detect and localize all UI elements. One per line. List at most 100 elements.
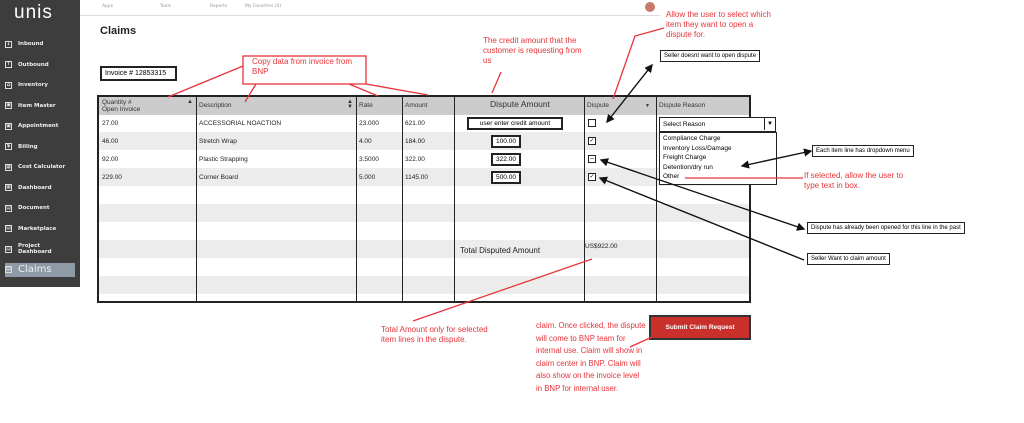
sidebar-item-label: Item Master (18, 102, 56, 109)
sidebar-item-outbound[interactable]: ↑ Outbound (5, 58, 75, 72)
sidebar-item-label: Claims (18, 264, 52, 275)
reports-menu[interactable]: Reports (210, 4, 228, 9)
note-dropdown: Each item line has dropdown menu (812, 145, 914, 157)
inbound-icon: ↓ (5, 40, 12, 48)
rate-cell: 3.5000 (359, 156, 379, 163)
sidebar-item-billing[interactable]: $ Billing (5, 140, 75, 154)
document-icon: ▤ (5, 204, 12, 212)
select-value: Select Reason (663, 121, 706, 128)
qty-cell: 27.00 (102, 120, 119, 127)
option[interactable]: Freight Charge (663, 154, 707, 161)
apps-menu[interactable]: Apps (102, 4, 114, 9)
dispute-checkbox[interactable] (588, 119, 596, 127)
top-bar: Apps Tools Reports My Favorites (0) (80, 0, 660, 16)
header-dispute-amount: Dispute Amount (489, 99, 550, 109)
dashboard-icon: ▦ (5, 184, 12, 191)
rate-cell: 5.000 (359, 174, 376, 181)
favorites-menu[interactable]: My Favorites (0) (245, 4, 282, 9)
sidebar-item-claims[interactable]: ▤ Claims (5, 262, 75, 277)
description-cell: Plastic Strapping (199, 156, 248, 163)
dispute-checkbox[interactable]: ✓ (588, 137, 596, 145)
document-icon: ▤ (5, 225, 12, 232)
document-icon: ▤ (5, 245, 12, 253)
sidebar-item-label: Marketplace (18, 225, 57, 232)
amount-cell: 621.00 (405, 120, 425, 127)
header-rate[interactable]: Rate (359, 102, 373, 109)
tools-menu[interactable]: Tools (160, 4, 172, 9)
sidebar-item-item-master[interactable]: ▣ Item Master (5, 99, 75, 113)
annotation-other: If selected, allow the user to type text… (804, 171, 904, 190)
qty-cell: 92.00 (102, 156, 119, 163)
sidebar-item-label: Appointment (18, 123, 59, 129)
sidebar-item-label: Cost Calculator (18, 164, 66, 170)
dispute-checkbox: − (588, 155, 596, 163)
annotation-allow: Allow the user to select which item they… (666, 10, 771, 39)
note-opened: Dispute has already been opened for this… (807, 222, 965, 234)
sidebar-item-label: Billing (18, 143, 38, 150)
sidebar-item-inventory[interactable]: ⌂ Inventory (5, 78, 75, 92)
reason-select[interactable]: Select Reason ▼ (659, 117, 776, 132)
submit-claim-button[interactable]: Submit Claim Request (649, 315, 751, 340)
sidebar-item-label: Dashboard (18, 184, 52, 191)
sidebar-item-cost-calculator[interactable]: ▦ Cost Calculator (5, 160, 75, 174)
sidebar-item-label: Outbound (18, 61, 49, 68)
annotation-submit: claim. Once clicked, the dispute will co… (536, 321, 646, 393)
sidebar-item-label: Project Dashboard (17, 243, 52, 255)
sidebar-item-label: Inventory (18, 82, 48, 88)
total-label: Total Disputed Amount (460, 246, 541, 255)
chevron-down-icon[interactable]: ▼ (764, 118, 775, 130)
amount-cell: 322.00 (405, 156, 425, 163)
description-cell: ACCESSORIAL NOACTION (199, 120, 282, 127)
header-quantity[interactable]: Quantity # Open Invoice (102, 99, 141, 113)
annotation-credit: The credit amount that the customer is r… (483, 36, 582, 65)
logo: unis (14, 2, 53, 23)
dispute-amount-input[interactable]: 500.00 (491, 171, 521, 184)
header-amount[interactable]: Amount (405, 102, 428, 109)
sidebar-item-marketplace[interactable]: ▤ Marketplace (5, 222, 75, 236)
qty-cell: 46.00 (102, 138, 119, 145)
avatar[interactable] (645, 2, 655, 12)
annotation-copy: Copy data from invoice from BNP (252, 57, 353, 76)
sidebar-item-project-dashboard[interactable]: ▤ Project Dashboard (5, 242, 75, 256)
invoice-number: Invoice # 12853315 (100, 66, 177, 81)
outbound-icon: ↑ (5, 61, 12, 68)
rate-cell: 23.000 (359, 120, 379, 127)
dispute-amount-input[interactable]: user enter credit amount (467, 117, 563, 130)
inventory-icon: ⌂ (5, 81, 12, 89)
dollar-icon: $ (5, 143, 12, 150)
dispute-amount-input[interactable]: 100.00 (491, 135, 521, 148)
sidebar-item-appointment[interactable]: ▣ Appointment (5, 119, 75, 133)
note-claim: Seller Want to claim amount (807, 253, 890, 265)
description-cell: Corner Board (199, 174, 239, 181)
dispute-checkbox[interactable]: ✓ (588, 173, 596, 181)
option[interactable]: Compliance Charge (663, 135, 721, 142)
note-no-dispute: Seller doesnt want to open dispute (660, 50, 761, 62)
sidebar-item-label: Inbound (18, 41, 44, 47)
description-cell: Stretch Wrap (199, 138, 237, 145)
rate-cell: 4.00 (359, 138, 372, 145)
sidebar-item-dashboard[interactable]: ▦ Dashboard (5, 181, 75, 195)
annotation-total: Total Amount only for selected item line… (381, 325, 488, 344)
item-master-icon: ▣ (5, 102, 12, 109)
sidebar-item-label: Document (18, 205, 50, 211)
sidebar-item-inbound[interactable]: ↓ Inbound (5, 37, 75, 51)
dispute-amount-input[interactable]: 322.00 (491, 153, 521, 166)
calculator-icon: ▦ (5, 163, 12, 171)
qty-cell: 229.00 (102, 174, 122, 181)
amount-cell: 184.00 (405, 138, 425, 145)
sidebar-item-document[interactable]: ▤ Document (5, 201, 75, 215)
sort-icon[interactable]: ▲ ▼ (347, 99, 353, 110)
header-dispute[interactable]: Dispute (587, 102, 610, 109)
appointment-icon: ▣ (5, 122, 12, 130)
header-description[interactable]: Description (199, 102, 232, 109)
amount-cell: 1145.00 (405, 174, 429, 181)
sidebar: unis ↓ Inbound ↑ Outbound ⌂ Inventory ▣ Item Ma… (0, 0, 80, 287)
option[interactable]: Inventory Loss/Damage (663, 144, 732, 152)
document-icon: ▤ (5, 266, 12, 273)
header-dispute-reason: Dispute Reason (659, 102, 706, 109)
total-value: US$922.00 (585, 243, 618, 250)
sort-asc-icon[interactable]: ▲ (187, 99, 193, 105)
table-header (99, 97, 749, 115)
page-title: Claims (100, 25, 137, 37)
